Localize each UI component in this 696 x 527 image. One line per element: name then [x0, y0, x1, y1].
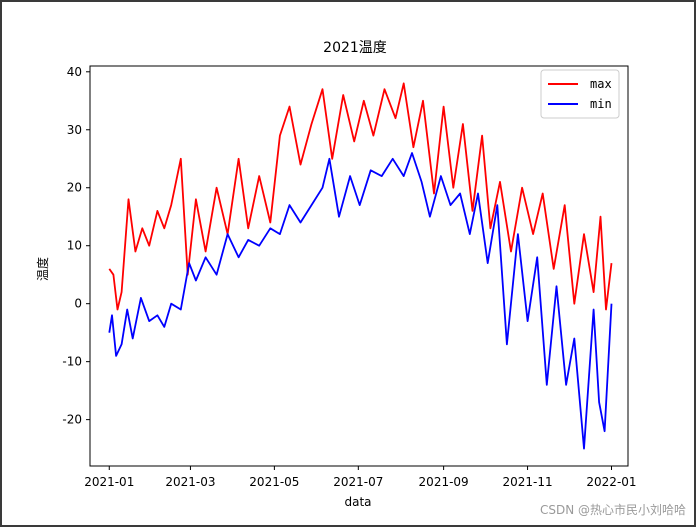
axes-frame [89, 65, 629, 467]
y-tick-label: 0 [74, 297, 82, 311]
legend-label-max: max [590, 77, 612, 91]
legend-label-min: min [590, 97, 612, 111]
x-tick-label: 2022-01 [586, 475, 636, 489]
y-tick-label: -10 [62, 355, 82, 369]
x-tick-label: 2021-05 [249, 475, 299, 489]
series-line-max [108, 82, 613, 311]
x-tick-label: 2021-09 [419, 475, 469, 489]
x-tick-label: 2021-01 [84, 475, 134, 489]
x-tick-label: 2021-07 [333, 475, 383, 489]
y-tick-label: 10 [67, 239, 82, 253]
y-tick-label: 40 [67, 65, 82, 79]
x-tick-label: 2021-11 [502, 475, 552, 489]
y-tick-label: -20 [62, 413, 82, 427]
x-tick-label: 2021-03 [165, 475, 215, 489]
csdn-watermark: CSDN @热心市民小刘哈哈 [540, 502, 686, 517]
y-axis-label: 温度 [35, 257, 50, 281]
series-line-min [108, 152, 613, 450]
legend: max min [540, 69, 620, 119]
legend-box [540, 69, 620, 119]
plot-background [90, 66, 628, 466]
axes: 2021-01 2021-03 2021-05 2021-07 2021-09 2021-… [62, 65, 636, 489]
chart-title: 2021温度 [323, 40, 387, 56]
x-axis-label: data [344, 495, 371, 509]
plot-area [90, 66, 628, 466]
y-tick-label: 20 [67, 181, 82, 195]
y-tick-label: 30 [67, 123, 82, 137]
